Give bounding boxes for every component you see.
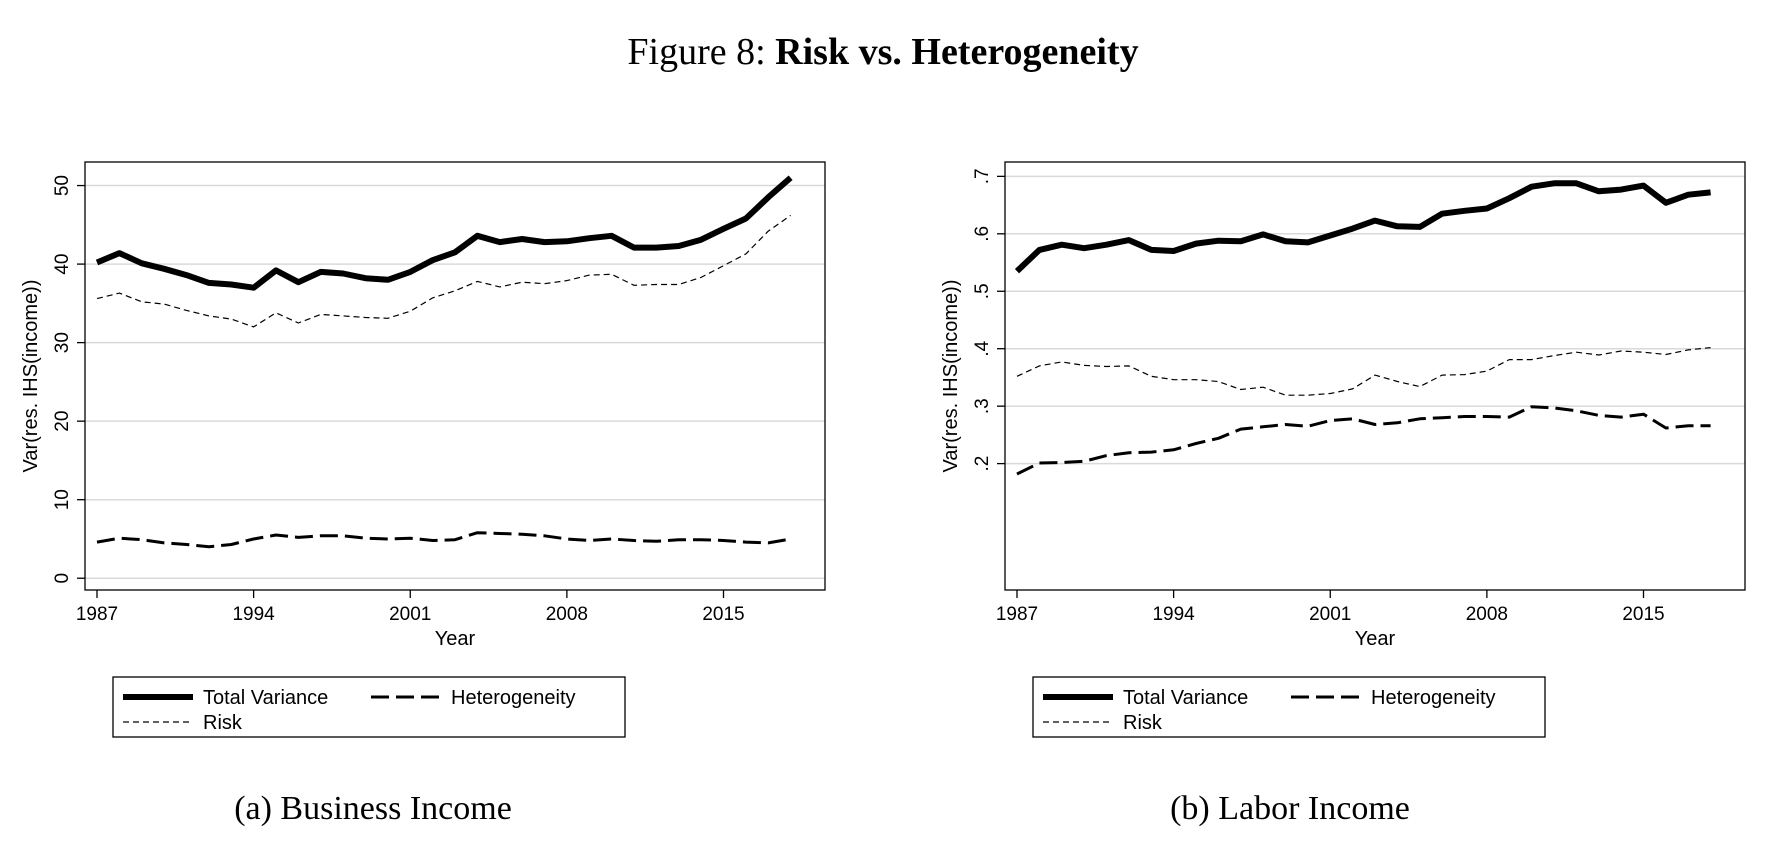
caption-labor-income: (b) Labor Income bbox=[1170, 790, 1410, 827]
x-tick-label: 1994 bbox=[1152, 604, 1195, 625]
legend-box bbox=[112, 676, 626, 738]
y-tick-label: .4 bbox=[972, 340, 993, 356]
figure-title: Figure 8: Risk vs. Heterogeneity bbox=[0, 30, 1766, 74]
x-axis-label: Year bbox=[435, 628, 476, 650]
y-tick-label: 40 bbox=[52, 254, 73, 275]
x-tick-label: 2001 bbox=[389, 604, 431, 625]
y-tick-label: 20 bbox=[52, 411, 73, 432]
legend-label-heterogeneity: Heterogeneity bbox=[451, 687, 576, 709]
legend-label-total-variance: Total Variance bbox=[1123, 687, 1248, 709]
legend-label-risk: Risk bbox=[203, 712, 243, 734]
plot-frame bbox=[1004, 161, 1746, 591]
x-tick-label: 2001 bbox=[1309, 604, 1351, 625]
y-axis-label: Var(res. IHS(income)) bbox=[20, 280, 42, 473]
legend-label-risk: Risk bbox=[1123, 712, 1163, 734]
business-income-chart: 0 10 20 30 40 50 1987 1994 2001 2008 2015 Year Var(r… bbox=[20, 161, 826, 738]
x-axis-label: Year bbox=[1355, 628, 1396, 650]
series-line-risk bbox=[96, 214, 791, 328]
x-tick-label: 2015 bbox=[702, 604, 744, 625]
figure-title-text: Risk vs. Heterogeneity bbox=[775, 31, 1139, 73]
legend-box bbox=[1032, 676, 1546, 738]
legend-label-heterogeneity: Heterogeneity bbox=[1371, 687, 1496, 709]
x-tick-label: 1987 bbox=[76, 604, 118, 625]
caption-business-income: (a) Business Income bbox=[234, 790, 512, 827]
y-tick-label: .6 bbox=[972, 226, 993, 242]
y-axis-label: Var(res. IHS(income)) bbox=[940, 280, 962, 473]
y-tick-label: 10 bbox=[52, 489, 73, 510]
figure-title-prefix: Figure 8: bbox=[627, 31, 766, 73]
y-tick-label: 0 bbox=[52, 573, 73, 584]
x-tick-label: 2008 bbox=[546, 604, 588, 625]
legend-label-total-variance: Total Variance bbox=[203, 687, 328, 709]
y-tick-label: .2 bbox=[972, 456, 993, 472]
y-tick-label: .7 bbox=[972, 168, 993, 184]
series-line-risk bbox=[1016, 347, 1711, 396]
x-tick-label: 2008 bbox=[1466, 604, 1508, 625]
series-line-total-variance bbox=[95, 175, 793, 291]
y-tick-label: 30 bbox=[52, 332, 73, 353]
labor-income-chart: .2 .3 .4 .5 .6 .7 1987 1994 2001 2008 2015 Year Var(… bbox=[940, 161, 1746, 738]
plot-frame bbox=[84, 161, 826, 591]
x-tick-label: 2015 bbox=[1622, 604, 1664, 625]
x-tick-label: 1987 bbox=[996, 604, 1038, 625]
x-tick-label: 1994 bbox=[232, 604, 275, 625]
series-line-heterogeneity bbox=[1016, 405, 1711, 476]
y-tick-label: .3 bbox=[972, 398, 993, 414]
y-tick-label: .5 bbox=[972, 283, 993, 299]
series-line-total-variance bbox=[1014, 180, 1711, 274]
y-tick-label: 50 bbox=[52, 175, 73, 196]
series-line-heterogeneity bbox=[96, 531, 791, 549]
